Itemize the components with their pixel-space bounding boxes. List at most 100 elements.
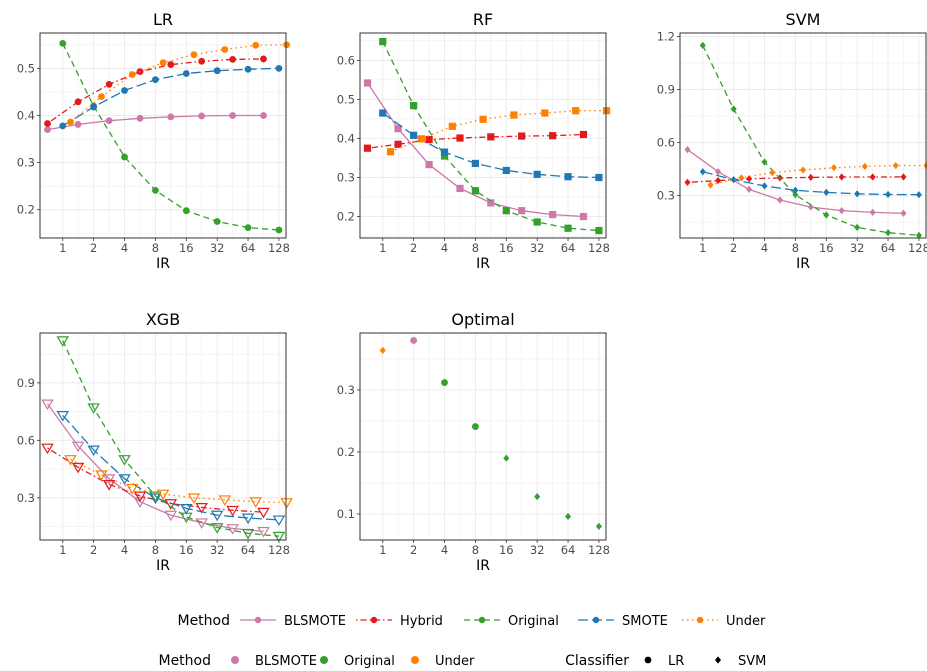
series-hybrid (363, 130, 588, 152)
data-point (213, 218, 221, 225)
data-point (95, 470, 108, 482)
legend-entry-blsmote: BLSMOTE (240, 614, 346, 629)
legend-entry-under: Under (682, 614, 766, 629)
data-point (213, 67, 221, 75)
panel-svm: 1 2 4 8 16 32 64 128 0.3 0.6 0.9 1.2 SVM IR (657, 10, 927, 272)
data-point (479, 115, 487, 123)
panel-title: SVM (786, 10, 821, 29)
x-tick-label: 16 (179, 543, 194, 557)
series-line (47, 58, 264, 125)
panel-border (359, 32, 607, 239)
data-point (425, 160, 433, 169)
x-tick-label: 1 (379, 543, 386, 557)
data-point (533, 218, 541, 226)
data-point (226, 505, 239, 517)
data-point (133, 497, 147, 508)
data-point (707, 181, 714, 189)
data-point (830, 164, 837, 172)
legend-point-entries: BLSMOTE Original Under (231, 654, 475, 669)
data-point (572, 107, 580, 115)
data-point (410, 102, 418, 110)
data-point (152, 187, 159, 194)
data-point (244, 65, 252, 73)
x-tick-label: 128 (908, 241, 927, 255)
data-point (471, 159, 480, 168)
x-axis-label: IR (476, 256, 490, 272)
x-tick-label: 8 (792, 241, 799, 255)
data-point (394, 140, 402, 148)
x-tick-label: 4 (121, 543, 128, 557)
x-tick-label: 128 (268, 543, 290, 557)
x-axis-label: IR (796, 256, 810, 272)
panel-rf: 1 2 4 8 16 32 64 128 0.2 0.3 0.4 0.5 0.6 RF IR (337, 10, 611, 272)
data-point (738, 174, 745, 182)
panel-optimal: 1 2 4 8 16 32 64 128 0.1 0.2 0.3 Optimal IR (337, 310, 610, 574)
data-point (71, 462, 85, 474)
data-point (379, 109, 387, 117)
data-point (534, 493, 541, 501)
data-point (226, 524, 239, 535)
data-point (152, 76, 159, 84)
data-point (244, 224, 252, 232)
data-point (456, 134, 464, 142)
data-point (823, 188, 830, 197)
data-point (456, 184, 464, 193)
data-point (595, 522, 602, 530)
legend-point-key (411, 656, 419, 664)
x-axis-label: IR (476, 558, 490, 574)
plot-area (360, 33, 606, 238)
data-point (776, 196, 783, 204)
data-point (533, 170, 541, 178)
x-tick-label: 128 (588, 241, 610, 255)
data-point (861, 162, 868, 171)
x-tick-label: 4 (441, 543, 448, 557)
data-point (915, 191, 922, 199)
data-point (121, 153, 128, 161)
data-point (182, 70, 190, 77)
data-point (730, 105, 737, 113)
data-point (210, 523, 224, 534)
legend-line-entries: BLSMOTE Hybrid Original SMOTE Under (240, 614, 766, 629)
data-point (471, 187, 480, 195)
x-tick-label: 1 (59, 241, 66, 255)
x-tick-label: 16 (499, 543, 514, 557)
data-point (807, 173, 814, 181)
data-point (518, 207, 526, 215)
data-point (41, 399, 54, 411)
data-point (87, 445, 100, 457)
legend-entry-svm: SVM (715, 654, 766, 669)
data-point (885, 190, 892, 199)
data-point (241, 513, 255, 525)
x-tick-label: 32 (210, 241, 225, 255)
panel-title: RF (473, 10, 493, 29)
series-line (62, 67, 279, 127)
data-point (564, 173, 572, 181)
panel-title: Optimal (451, 310, 514, 329)
x-tick-label: 16 (179, 241, 194, 255)
panel-border (679, 32, 927, 239)
data-point (579, 130, 588, 139)
series-smote (59, 64, 283, 130)
data-point (180, 503, 193, 515)
y-tick-label: 0.3 (17, 156, 35, 170)
data-point (510, 111, 518, 119)
series-hybrid (41, 443, 270, 519)
series-line (382, 41, 599, 232)
x-tick-label: 32 (530, 241, 545, 255)
data-point (149, 493, 162, 505)
data-point (595, 173, 603, 182)
data-point (229, 55, 237, 63)
data-point (133, 491, 147, 503)
y-tick-label: 0.2 (337, 210, 355, 224)
data-point (218, 495, 232, 506)
data-point (746, 175, 753, 183)
data-point (379, 37, 387, 46)
data-point (257, 507, 270, 519)
y-tick-label: 0.3 (337, 170, 355, 184)
series-original (699, 41, 922, 239)
data-point (792, 186, 799, 194)
series-line (70, 44, 287, 123)
data-point (159, 59, 167, 67)
legend-entry-hybrid: Hybrid (356, 614, 443, 629)
x-tick-label: 32 (850, 241, 865, 255)
